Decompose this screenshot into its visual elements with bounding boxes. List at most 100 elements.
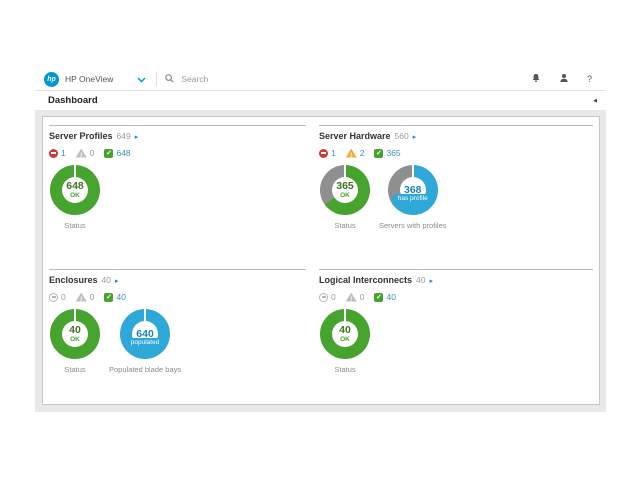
status-donut[interactable]: 40 OK Status <box>319 309 371 374</box>
warning-status[interactable]: 2 <box>345 148 365 158</box>
donut-label: Populated blade bays <box>109 365 182 374</box>
chevron-right-icon: ▸ <box>134 134 139 141</box>
donut-hole: 365 OK <box>332 177 358 203</box>
donut-value: 640 <box>136 328 154 340</box>
donut-subtext: OK <box>340 335 350 343</box>
panel-title: Server Profiles <box>49 131 113 141</box>
ok-status[interactable]: ✓ 365 <box>374 148 401 158</box>
warning-count: 0 <box>89 148 95 158</box>
blade-bays-donut[interactable]: 640 populated Populated blade bays <box>109 309 181 374</box>
donut-chart[interactable]: 648 OK <box>50 165 100 215</box>
help-icon[interactable]: ? <box>586 74 592 84</box>
critical-icon <box>49 148 58 158</box>
ok-count: 40 <box>116 292 126 302</box>
donut-label: Status <box>64 365 86 374</box>
critical-status[interactable]: 1 <box>319 148 336 158</box>
warning-count: 2 <box>359 148 365 158</box>
warning-status[interactable]: 0 <box>75 292 94 302</box>
status-donut[interactable]: 648 OK Status <box>49 165 101 230</box>
critical-count: 0 <box>331 292 336 302</box>
panel-logical-interconnects: Logical Interconnects 40 ▸ 0 0 ✓ <box>319 269 593 404</box>
donut-value: 40 <box>69 324 81 336</box>
search-icon <box>165 70 174 88</box>
top-bar: hp HP OneView ? <box>35 68 606 91</box>
panel-count: 649 <box>116 131 131 141</box>
panel-title: Server Hardware <box>319 131 391 141</box>
ok-check-icon: ✓ <box>374 148 384 158</box>
critical-count: 0 <box>61 292 66 302</box>
page-title: Dashboard <box>48 95 98 106</box>
donut-chart[interactable]: 368 has profile <box>387 165 438 215</box>
chevron-down-icon <box>137 70 146 88</box>
notifications-bell-icon[interactable] <box>531 70 541 88</box>
panel-title-link[interactable]: Server Profiles 649 ▸ <box>49 131 306 141</box>
critical-status[interactable]: 0 <box>319 292 336 302</box>
ok-check-icon: ✓ <box>374 292 384 302</box>
donut-label: Status <box>334 221 356 230</box>
donut-hole: 648 OK <box>62 177 88 203</box>
profiles-donut[interactable]: 368 has profile Servers with profiles <box>379 165 447 230</box>
ok-count: 365 <box>386 148 401 158</box>
donut-subtext: OK <box>70 335 80 343</box>
user-account-icon[interactable] <box>559 70 569 88</box>
status-row: 1 0 ✓ 648 <box>49 148 306 158</box>
hp-logo-icon[interactable]: hp <box>44 71 59 87</box>
panel-divider <box>319 125 593 126</box>
search-input[interactable] <box>179 73 364 85</box>
panel-divider <box>49 269 306 270</box>
menu-dropdown[interactable] <box>137 70 146 88</box>
panel-divider <box>319 269 593 270</box>
panel-title: Logical Interconnects <box>319 275 413 285</box>
ok-status[interactable]: ✓ 648 <box>104 148 131 158</box>
donut-value: 368 <box>404 184 422 196</box>
donut-band-label: populated <box>124 338 167 349</box>
status-donut[interactable]: 365 OK Status <box>319 165 371 230</box>
dashboard-card: Server Profiles 649 ▸ 1 0 ✓ 648 <box>42 116 600 405</box>
search-box[interactable] <box>165 70 531 88</box>
collapse-panel-icon[interactable]: ◀ <box>593 97 597 104</box>
status-row: 0 0 ✓ 40 <box>49 292 306 302</box>
dashboard-content: Server Profiles 649 ▸ 1 0 ✓ 648 <box>35 110 606 412</box>
donut-hole: 40 OK <box>332 321 358 347</box>
donut-band-label: has profile <box>391 194 434 205</box>
donut-value: 648 <box>66 180 84 192</box>
ok-check-icon: ✓ <box>104 292 114 302</box>
topbar-divider <box>156 72 158 86</box>
ok-count: 648 <box>116 148 131 158</box>
panel-title-link[interactable]: Enclosures 40 ▸ <box>49 275 306 285</box>
panel-count: 560 <box>394 131 409 141</box>
warning-status[interactable]: 0 <box>345 292 365 302</box>
panel-divider <box>49 125 306 126</box>
donut-chart[interactable]: 40 OK <box>320 309 370 359</box>
panel-enclosures: Enclosures 40 ▸ 0 0 ✓ 40 <box>49 269 306 404</box>
warning-status[interactable]: 0 <box>75 148 95 158</box>
donut-chart[interactable]: 365 OK <box>320 165 370 215</box>
critical-count: 1 <box>61 148 66 158</box>
ok-count: 40 <box>386 292 396 302</box>
donut-chart[interactable]: 40 OK <box>50 309 100 359</box>
critical-status[interactable]: 1 <box>49 148 66 158</box>
warning-icon <box>345 292 357 302</box>
donut-chart[interactable]: 640 populated <box>120 309 171 359</box>
panel-title-link[interactable]: Logical Interconnects 40 ▸ <box>319 275 593 285</box>
ok-status[interactable]: ✓ 40 <box>104 292 126 302</box>
panel-count: 40 <box>416 275 426 285</box>
chevron-right-icon: ▸ <box>429 278 434 285</box>
panel-server-profiles: Server Profiles 649 ▸ 1 0 ✓ 648 <box>49 125 306 269</box>
donut-subtext: OK <box>70 191 80 199</box>
critical-icon <box>319 292 328 302</box>
product-name: HP OneView <box>65 74 114 84</box>
donut-value: 40 <box>339 324 351 336</box>
status-donut[interactable]: 40 OK Status <box>49 309 101 374</box>
ok-status[interactable]: ✓ 40 <box>374 292 396 302</box>
ok-check-icon: ✓ <box>104 148 114 158</box>
critical-status[interactable]: 0 <box>49 292 66 302</box>
warning-count: 0 <box>359 292 365 302</box>
warning-icon <box>75 148 87 158</box>
status-row: 1 2 ✓ 365 <box>319 148 593 158</box>
critical-icon <box>319 148 328 158</box>
panel-title-link[interactable]: Server Hardware 560 ▸ <box>319 131 593 141</box>
chevron-right-icon: ▸ <box>115 278 119 285</box>
donut-label: Status <box>64 221 86 230</box>
chevron-right-icon: ▸ <box>412 134 417 141</box>
